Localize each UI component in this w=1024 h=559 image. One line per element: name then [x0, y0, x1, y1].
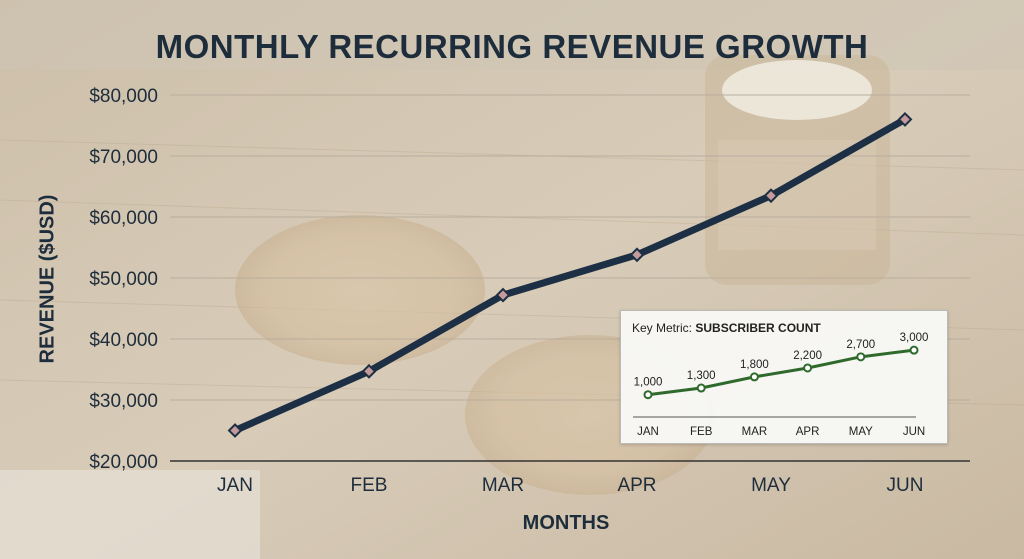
subscriber-data-label: 2,700 — [846, 339, 875, 351]
subscriber-series-line — [647, 348, 915, 397]
subscriber-data-point — [909, 345, 919, 355]
y-tick-label: $80,000 — [89, 86, 158, 107]
inset-x-tick-label: FEB — [690, 426, 713, 438]
inset-x-tick-label: JUN — [903, 426, 925, 438]
y-axis-label: REVENUE ($USD) — [36, 194, 59, 364]
inset-title-prefix: Key Metric: — [632, 321, 693, 335]
subscriber-data-label: 2,200 — [793, 350, 822, 362]
subscriber-data-point — [643, 390, 653, 400]
y-tick-label: $20,000 — [89, 452, 158, 473]
revenue-data-point — [361, 363, 377, 379]
inset-x-tick-label: APR — [796, 426, 820, 438]
subscriber-data-label: 3,000 — [900, 332, 929, 344]
revenue-data-point — [495, 287, 511, 303]
revenue-data-point — [897, 111, 913, 127]
subscriber-data-point — [749, 372, 759, 382]
subscriber-data-label: 1,000 — [634, 377, 663, 389]
y-tick-label: $40,000 — [89, 330, 158, 351]
inset-title-metric: SUBSCRIBER COUNT — [695, 321, 821, 335]
x-tick-label: JUN — [887, 475, 924, 496]
revenue-series-line — [231, 115, 909, 434]
subscriber-data-point — [803, 363, 813, 373]
inset-x-tick-label: JAN — [637, 426, 659, 438]
chart-title: MONTHLY RECURRING REVENUE GROWTH — [155, 28, 869, 65]
revenue-data-point — [227, 423, 243, 438]
x-axis-label: MONTHS — [522, 512, 610, 534]
x-tick-label: FEB — [351, 475, 388, 496]
x-tick-label: APR — [617, 475, 656, 496]
revenue-data-point — [629, 247, 645, 263]
y-tick-label: $50,000 — [89, 269, 158, 290]
inset-x-tick-label: MAR — [742, 426, 768, 438]
subscriber-data-label: 1,800 — [740, 359, 769, 371]
inset-x-tick-label: MAY — [849, 426, 873, 438]
subscriber-data-point — [856, 352, 866, 362]
inset-line-chart: 1,000 JAN 1,300 FEB 1,800 MAR 2,200 APR 2,700 MAY… — [633, 332, 929, 438]
inset-title: Key Metric: SUBSCRIBER COUNT — [632, 321, 821, 335]
y-tick-label: $60,000 — [89, 208, 158, 229]
y-tick-label: $30,000 — [89, 391, 158, 412]
x-tick-label: MAY — [751, 475, 791, 496]
y-tick-label: $70,000 — [89, 147, 158, 168]
x-tick-label: MAR — [482, 475, 524, 496]
subscriber-data-label: 1,300 — [687, 370, 716, 382]
revenue-data-point — [763, 188, 779, 204]
subscriber-inset-panel: Key Metric: SUBSCRIBER COUNT 1,000 JAN 1,3… — [620, 310, 948, 444]
subscriber-data-point — [696, 383, 706, 393]
x-tick-label: JAN — [217, 475, 253, 496]
